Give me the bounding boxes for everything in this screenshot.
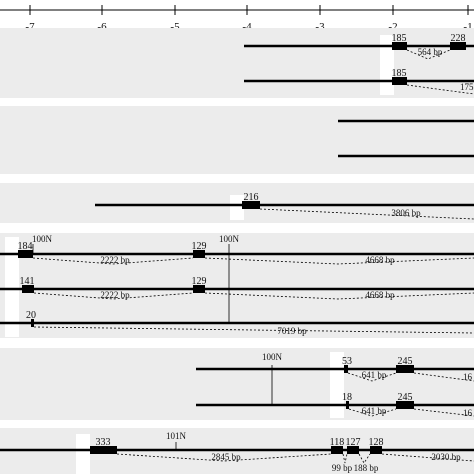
ruler-tick-label: -3 (315, 21, 325, 33)
exon-label: 185 (392, 33, 407, 44)
group-panel-1 (0, 28, 474, 98)
transcript-track-9: 100N 53 641 bp 245 16 (196, 352, 474, 404)
intron-length-label: 7019 bp (277, 326, 307, 336)
gap-label: 100N (219, 234, 240, 244)
exon-block (346, 401, 349, 409)
intron-link (342, 453, 348, 464)
intron-length-label: 188 bp (354, 463, 379, 473)
highlight-gap (230, 195, 244, 220)
exon-label: 141 (20, 276, 35, 287)
exon-block (370, 446, 382, 454)
intron-link (32, 257, 194, 265)
transcript-track-10: 18 641 bp 245 16 (196, 392, 474, 418)
exon-label: 129 (192, 241, 207, 252)
exon-block (193, 250, 205, 258)
gap-label: 100N (262, 352, 283, 362)
exon-label: 216 (244, 192, 259, 203)
exon-label: 129 (192, 276, 207, 287)
intron-length-label: 2030 bp (431, 452, 461, 462)
exon-label: 185 (392, 68, 407, 79)
intron-length-label: 3806 bp (391, 208, 421, 218)
intron-length-label: 16 (463, 372, 473, 382)
intron-link (348, 408, 397, 417)
intron-length-label: 175 (460, 82, 474, 92)
intron-link (204, 257, 474, 265)
ruler-tick-label: -2 (388, 21, 397, 33)
exon-block (242, 201, 260, 209)
transcript-track-11: 333 101N 2845 bp 118 99 bp 127 188 bp 12… (0, 431, 474, 473)
highlight-gap (76, 434, 90, 474)
intron-link (381, 453, 474, 462)
intron-length-label: 99 bp (332, 463, 353, 473)
exon-label: 184 (18, 241, 33, 252)
ruler-tick-label: -5 (170, 21, 180, 33)
ruler-tick-label: -6 (97, 21, 107, 33)
intron-link (204, 292, 474, 300)
exon-label: 128 (369, 437, 384, 448)
exon-label: 118 (330, 437, 345, 448)
highlight-gap (5, 237, 19, 337)
intron-length-label: 4668 bp (365, 290, 395, 300)
exon-block (392, 77, 407, 85)
intron-link (406, 84, 474, 95)
exon-block (31, 319, 34, 327)
exon-block (331, 446, 343, 454)
intron-length-label: 564 bp (418, 47, 443, 57)
group-panel-2 (0, 106, 474, 174)
intron-link (347, 372, 397, 382)
exon-block (193, 285, 205, 293)
intron-length-label: 641 bp (362, 370, 387, 380)
exon-label: 228 (451, 33, 466, 44)
exon-block (18, 250, 33, 258)
transcript-track-8: 20 7019 bp (0, 310, 474, 336)
exon-block (344, 365, 348, 373)
intron-length-label: 641 bp (362, 406, 387, 416)
intron-link (33, 292, 194, 300)
transcript-track-7: 141 2222 bp 129 4668 bp (0, 276, 474, 300)
exon-label: 53 (342, 356, 352, 367)
ruler-tick-label: -1 (463, 21, 472, 33)
exon-block (90, 446, 117, 454)
transcript-track-2: 185 175 (244, 68, 474, 95)
exon-label: 18 (342, 392, 352, 403)
intron-length-label: 4668 bp (365, 255, 395, 265)
exon-label: 245 (398, 392, 413, 403)
exon-block (396, 365, 414, 373)
intron-length-label: 2845 bp (211, 452, 241, 462)
intron-link (358, 453, 371, 464)
group-panel-4 (0, 233, 474, 338)
exon-label: 127 (346, 437, 361, 448)
intron-link (33, 326, 474, 334)
exon-block (392, 42, 407, 50)
gap-label: 101N (166, 431, 187, 441)
exon-label: 333 (96, 437, 111, 448)
transcript-track-6: 184 100N 2222 bp 129 100N 4668 bp (0, 234, 474, 322)
exon-label: 20 (26, 310, 36, 321)
exon-block (450, 42, 466, 50)
ruler: -7 -6 -5 -4 -3 -2 -1 (0, 5, 474, 33)
intron-length-label: 2222 bp (100, 255, 130, 265)
transcript-track-1: 185 228 564 bp (244, 33, 474, 60)
group-panel-5 (0, 348, 474, 420)
exon-block (347, 446, 359, 454)
gap-label: 100N (32, 234, 53, 244)
exon-label: 245 (398, 356, 413, 367)
ruler-tick-label: -7 (25, 21, 35, 33)
highlight-gap (380, 35, 394, 95)
intron-length-label: 16 (463, 408, 473, 418)
ruler-tick-label: -4 (242, 21, 252, 33)
transcript-track-5: 216 3806 bp (95, 192, 474, 220)
exon-block (22, 285, 34, 293)
exon-block (396, 401, 414, 409)
intron-length-label: 2222 bp (100, 290, 130, 300)
